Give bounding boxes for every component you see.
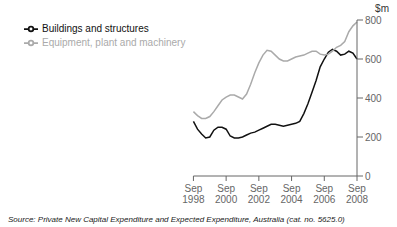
svg-text:Sep2004: Sep2004 — [280, 183, 303, 205]
svg-text:600: 600 — [365, 54, 382, 65]
svg-text:Sep2002: Sep2002 — [248, 183, 271, 205]
svg-text:0: 0 — [365, 171, 371, 182]
html-text:$m: $m — [375, 3, 389, 14]
html-text:Buildings and structures: Buildings and structures — [42, 22, 149, 34]
svg-text:200: 200 — [365, 132, 382, 143]
html-text:Equipment, plant and machinery: Equipment, plant and machinery — [42, 36, 186, 48]
svg-text:800: 800 — [365, 15, 382, 26]
svg-text:400: 400 — [365, 93, 382, 104]
svg-text:Sep2006: Sep2006 — [313, 183, 336, 205]
svg-text:Sep1998: Sep1998 — [182, 183, 205, 205]
svg-text:Sep2008: Sep2008 — [346, 183, 369, 205]
svg-text:Sep2000: Sep2000 — [215, 183, 238, 205]
html-text:Source: Private New Capital Ex: Source: Private New Capital Expenditure … — [8, 215, 345, 224]
